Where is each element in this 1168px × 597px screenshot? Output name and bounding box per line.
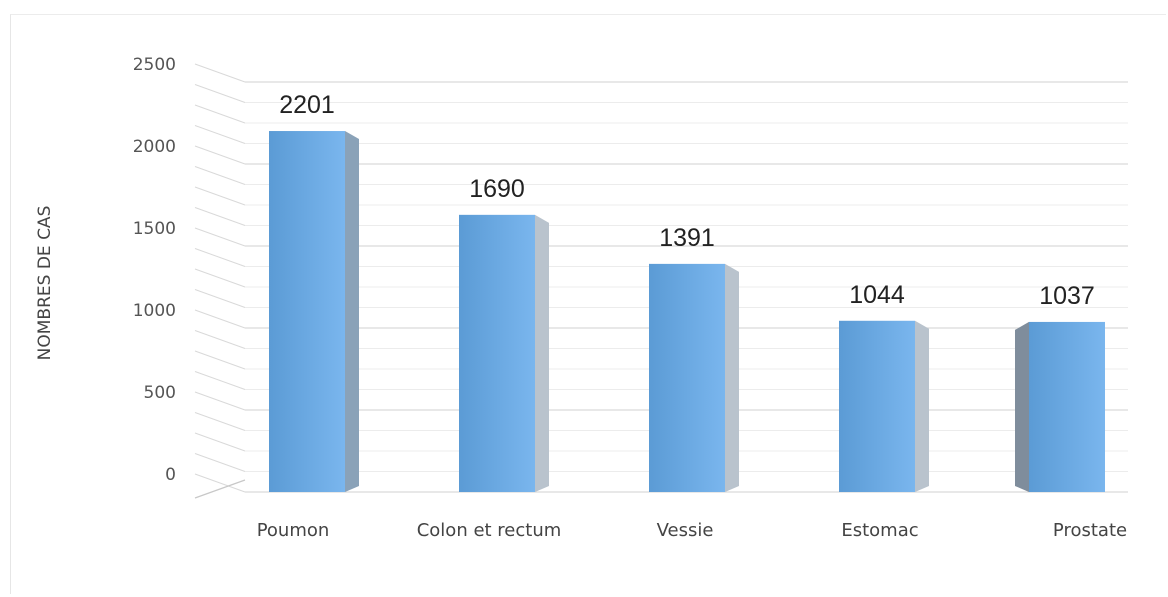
bar-side-estomac <box>915 320 929 492</box>
data-label-prostate: 1037 <box>1039 282 1095 310</box>
y-tick-label: 2500 <box>133 55 176 75</box>
bar-vessie <box>649 263 725 492</box>
gridline-minor-side <box>194 432 246 452</box>
gridline-minor-side <box>194 84 246 103</box>
bar-side-prostate <box>1015 321 1029 492</box>
gridline-minor-side <box>194 268 246 288</box>
gridline-minor-side <box>194 330 246 349</box>
gridline-major-side <box>194 391 246 411</box>
y-tick-label: 1000 <box>133 301 176 321</box>
gridline-minor-side <box>194 289 246 308</box>
gridline-minor-side <box>194 104 246 124</box>
bar-colon-et-rectum <box>459 214 535 492</box>
data-label-estomac: 1044 <box>849 281 905 309</box>
data-labels: 2201 1690 1391 1044 1037 <box>279 91 1095 310</box>
gridline-major-side <box>194 145 246 165</box>
gridline-minor-side <box>194 412 246 431</box>
y-tick-label: 1500 <box>133 219 176 239</box>
category-label-vessie: Vessie <box>657 520 714 541</box>
category-label-estomac: Estomac <box>841 520 918 541</box>
category-label-prostate: Prostate <box>1053 520 1127 541</box>
gridline-minor-side <box>194 125 246 144</box>
bar-side-poumon <box>345 131 359 492</box>
gridline-minor-side <box>194 207 246 226</box>
gridline-major-side <box>194 473 246 493</box>
y-tick-label: 0 <box>165 465 176 485</box>
y-tick-label: 2000 <box>133 137 176 157</box>
bar-poumon <box>269 131 345 492</box>
bars <box>269 131 1105 492</box>
data-label-colon-et-rectum: 1690 <box>469 175 525 203</box>
category-label-poumon: Poumon <box>257 520 330 541</box>
y-tick-label: 500 <box>144 383 176 403</box>
x-axis-categories: Poumon Colon et rectum Vessie Estomac Prosta… <box>257 520 1127 541</box>
gridline-minor-side <box>194 453 246 472</box>
gridline-minor-side <box>194 166 246 185</box>
gridline-major-side <box>194 63 246 83</box>
data-label-vessie: 1391 <box>659 224 715 252</box>
bar-side-colon-et-rectum <box>535 214 549 492</box>
data-label-poumon: 2201 <box>279 91 335 119</box>
y-axis-ticks: 0 500 1000 1500 2000 2500 <box>133 55 176 485</box>
gridline-minor-side <box>194 248 246 267</box>
bar-side-vessie <box>725 263 739 492</box>
bar-prostate <box>1029 321 1105 492</box>
gridline-minor-side <box>194 186 246 206</box>
y-axis-title: NOMBRES DE CAS <box>35 206 55 361</box>
chart-frame <box>10 14 1166 594</box>
gridline-minor-side <box>194 350 246 370</box>
gridline-minor-side <box>194 371 246 390</box>
bar-estomac <box>839 320 915 492</box>
gridline-major-side <box>194 309 246 329</box>
floor-edge <box>194 479 246 499</box>
category-label-colon-et-rectum: Colon et rectum <box>417 520 562 541</box>
gridline-major-side <box>194 227 246 247</box>
